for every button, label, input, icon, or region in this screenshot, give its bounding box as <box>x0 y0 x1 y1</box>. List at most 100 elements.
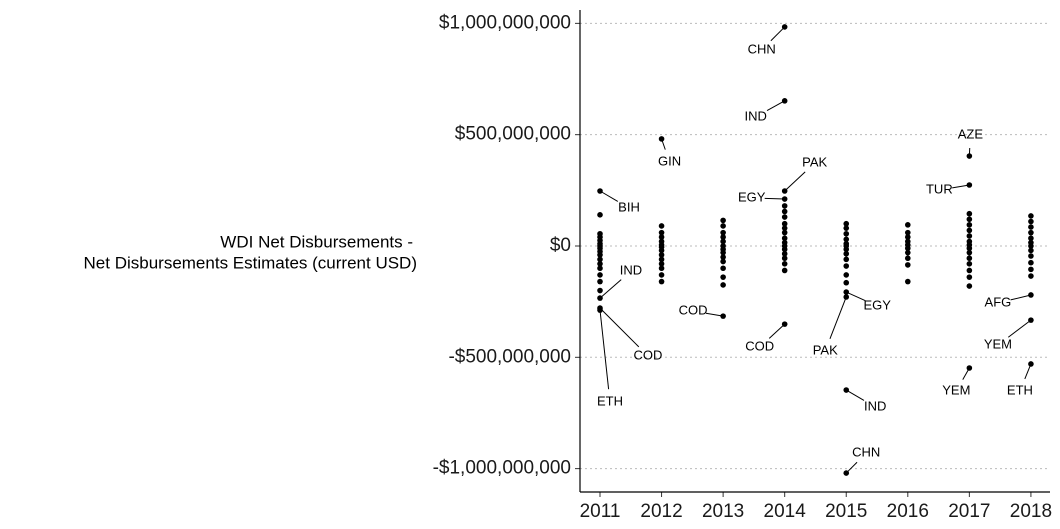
point <box>658 247 665 254</box>
x-tick-label: 2016 <box>887 501 929 522</box>
label-leader <box>829 296 847 340</box>
point <box>966 283 973 289</box>
point <box>966 261 973 267</box>
label-leader <box>599 310 610 390</box>
point <box>781 220 788 227</box>
point-label: ETH <box>1007 382 1033 397</box>
point <box>658 256 665 263</box>
point <box>843 236 850 243</box>
x-tick-label: 2018 <box>1010 501 1052 522</box>
point <box>966 216 973 223</box>
label-leader <box>1010 294 1032 301</box>
point <box>720 234 726 240</box>
point <box>966 255 973 262</box>
label-leader <box>1007 319 1032 338</box>
point <box>843 250 850 257</box>
point <box>658 223 665 229</box>
y-axis-label: Net Disbursements Estimates (current USD… <box>84 253 417 272</box>
point <box>781 214 788 220</box>
point-label: IND <box>744 108 766 123</box>
point <box>597 265 603 272</box>
point <box>720 274 726 280</box>
point <box>597 212 603 218</box>
point <box>658 261 665 267</box>
label-leader <box>846 291 866 302</box>
point <box>1028 259 1034 266</box>
label-leader <box>764 197 785 200</box>
point <box>720 238 726 245</box>
point <box>1028 224 1034 230</box>
point <box>966 210 973 217</box>
point <box>1028 247 1034 254</box>
point-label: YEM <box>942 382 970 397</box>
point <box>658 265 665 272</box>
point-label: PAK <box>813 342 838 357</box>
point <box>781 225 788 231</box>
x-tick-label: 2015 <box>825 501 867 522</box>
point <box>1028 243 1034 249</box>
point <box>966 249 973 256</box>
point <box>843 220 850 227</box>
point <box>720 265 726 272</box>
point <box>597 256 603 263</box>
label-leader <box>784 171 806 192</box>
point <box>720 223 726 229</box>
point <box>1028 218 1034 225</box>
point <box>597 252 603 258</box>
point <box>904 229 911 236</box>
point <box>843 263 850 269</box>
x-tick-label: 2014 <box>764 501 807 522</box>
point <box>597 261 603 267</box>
point <box>966 245 973 252</box>
point <box>904 278 911 285</box>
point <box>1028 235 1034 241</box>
point <box>658 229 665 236</box>
label-leader <box>845 389 865 401</box>
x-tick-label: 2011 <box>580 501 621 522</box>
point-label: PAK <box>802 154 827 169</box>
point <box>1028 213 1034 219</box>
point <box>966 233 973 239</box>
point <box>781 267 788 274</box>
y-axis-label: WDI Net Disbursements - <box>220 232 413 251</box>
point-label: AFG <box>985 294 1012 309</box>
point <box>904 234 911 240</box>
point <box>904 262 911 268</box>
point <box>1028 253 1034 259</box>
x-tick-label: 2017 <box>948 501 990 522</box>
point <box>781 246 788 253</box>
label-leader <box>599 279 622 299</box>
y-tick-label: $500,000,000 <box>455 124 571 145</box>
point <box>720 313 726 319</box>
point <box>1028 229 1034 236</box>
point <box>720 217 726 224</box>
point <box>597 272 603 278</box>
point <box>966 227 973 234</box>
point-label: COD <box>679 303 708 318</box>
point-label: TUR <box>926 181 953 196</box>
label-leader <box>599 307 640 348</box>
y-tick-label: $0 <box>550 235 571 256</box>
y-tick-label: $1,000,000,000 <box>439 12 571 33</box>
point <box>781 250 788 257</box>
point <box>1028 266 1034 273</box>
point <box>843 230 850 237</box>
label-leader <box>952 184 970 189</box>
point <box>781 255 788 262</box>
label-leader <box>705 312 724 317</box>
point <box>843 225 850 231</box>
point <box>658 252 665 258</box>
point <box>966 222 973 228</box>
point <box>781 235 788 241</box>
point <box>658 278 665 285</box>
point-label: COD <box>745 339 774 354</box>
point <box>966 274 973 280</box>
label-leader <box>599 190 619 202</box>
point <box>904 245 911 252</box>
point <box>843 246 850 253</box>
point <box>720 249 726 256</box>
label-leader <box>661 138 666 150</box>
point <box>597 278 603 285</box>
point-label: IND <box>620 263 642 278</box>
